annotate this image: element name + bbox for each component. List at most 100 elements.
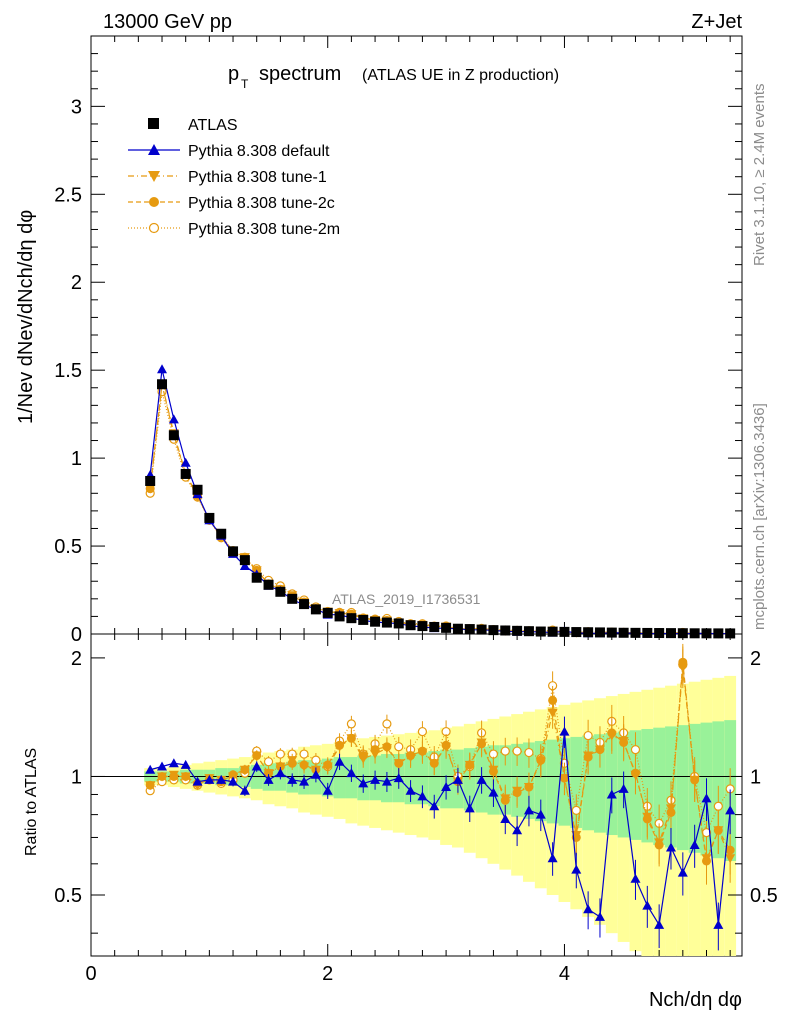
plot-title: p T spectrum (ATLAS UE in Z production) xyxy=(228,63,559,91)
ratio-point-default xyxy=(701,793,712,803)
ratio-point-tune1 xyxy=(263,769,274,779)
ratio-point-default xyxy=(488,787,499,797)
ratio-point-default xyxy=(535,809,546,819)
ratio-point-tune1 xyxy=(429,759,440,769)
ratio-point-tune1 xyxy=(665,804,676,814)
ratio-point-default xyxy=(547,853,558,863)
ratio-point-default xyxy=(358,778,369,788)
ratio-point-default xyxy=(157,761,168,771)
ratio-point-default xyxy=(405,785,416,795)
y-tick-label: 3 xyxy=(71,96,82,118)
main-point-default xyxy=(180,457,191,467)
ratio-point-tune1 xyxy=(677,663,688,673)
atlas-point xyxy=(251,572,262,583)
ratio-point-tune1 xyxy=(417,748,428,758)
ratio-point-default xyxy=(500,813,511,823)
ratio-point-tune1 xyxy=(145,781,156,791)
ratio-point-default xyxy=(665,842,676,852)
ratio-point-tune1 xyxy=(488,765,499,775)
ratio-point-default xyxy=(452,774,463,784)
ratio-point-default xyxy=(216,774,227,784)
ratio-point-default xyxy=(523,805,534,815)
ratio-point-default xyxy=(275,768,286,778)
ratio-point-tune1 xyxy=(594,745,605,755)
ratio-point-default xyxy=(713,919,724,929)
band-inner xyxy=(594,734,606,833)
legend-label-default: Pythia 8.308 default xyxy=(188,143,330,160)
ratio-point-default xyxy=(606,789,617,799)
atlas-point xyxy=(358,614,369,625)
main-point-default xyxy=(157,364,168,374)
y-tick-label: 1 xyxy=(71,448,82,470)
ratio-point-default xyxy=(299,776,310,786)
ratio-point-default xyxy=(464,803,475,813)
atlas-point xyxy=(689,628,700,639)
ratio-point-default xyxy=(393,773,404,783)
atlas-point xyxy=(476,624,487,635)
x-tick-label: 2 xyxy=(322,963,333,985)
x-axis-label: Nch/dη dφ xyxy=(649,989,742,1011)
ratio-point-default xyxy=(310,769,321,779)
ratio-point-default xyxy=(192,776,203,786)
band-inner xyxy=(546,739,559,824)
legend-marker-atlas xyxy=(148,118,159,129)
ratio-point-tune1 xyxy=(239,765,250,775)
band-inner xyxy=(570,736,583,828)
ratio-point-default xyxy=(642,900,653,910)
ratio-point-default xyxy=(251,761,262,771)
ratio-panel-frame xyxy=(90,633,743,957)
rivet-label: Rivet 3.1.10, ≥ 2.4M events xyxy=(751,84,768,267)
ratio-point-tune1 xyxy=(559,774,570,784)
legend-label-tune1: Pythia 8.308 tune-1 xyxy=(188,169,327,186)
atlas-point xyxy=(381,617,392,628)
ratio-point-default xyxy=(571,864,582,874)
ratio-point-tune1 xyxy=(547,708,558,718)
atlas-point xyxy=(618,627,629,638)
ratio-point-default xyxy=(239,785,250,795)
legend-marker-default xyxy=(148,144,160,155)
ratio-point-default xyxy=(594,911,605,921)
legend: ATLAS Pythia 8.308 default Pythia 8.308 … xyxy=(128,117,340,238)
ratio-point-tune2m xyxy=(346,719,356,729)
ratio-point-default xyxy=(228,776,239,786)
atlas-point xyxy=(559,626,570,637)
y-axis-label: 1/Nev dNev/dNch/dη dφ xyxy=(15,210,37,424)
ratio-point-default xyxy=(346,768,357,778)
ratio-point-tune2m xyxy=(263,757,274,767)
ratio-point-tune1 xyxy=(299,762,310,772)
ratio-point-default xyxy=(429,801,440,811)
ratio-point-tune1 xyxy=(251,751,262,761)
band-inner xyxy=(676,725,689,851)
legend-label-atlas: ATLAS xyxy=(188,117,238,134)
atlas-point xyxy=(677,628,688,639)
ratio-point-tune2m xyxy=(394,742,404,752)
ratio-point-tune2m xyxy=(500,746,510,756)
ratio-point-default xyxy=(512,825,523,835)
atlas-point xyxy=(464,624,475,635)
title-main: p xyxy=(228,63,239,85)
atlas-point xyxy=(512,625,523,636)
ratio-point-default xyxy=(322,785,333,795)
ratio-point-default xyxy=(417,791,428,801)
band-inner xyxy=(641,728,654,843)
ratio-point-default xyxy=(441,782,452,792)
ratio-tick-label: 2 xyxy=(71,648,82,670)
ratio-point-tune1 xyxy=(168,770,179,780)
atlas-point xyxy=(523,626,534,637)
band-inner xyxy=(653,727,666,845)
ratio-point-tune1 xyxy=(606,731,617,741)
ratio-tick-label: 0.5 xyxy=(54,885,82,907)
ratio-point-default xyxy=(559,726,570,736)
atlas-point xyxy=(535,626,546,637)
ratio-point-tune1 xyxy=(689,775,700,785)
ratio-point-tune2m xyxy=(417,726,428,737)
atlas-point xyxy=(630,627,641,638)
ratio-point-tune1 xyxy=(523,783,534,793)
main-point-default xyxy=(168,414,179,424)
ratio-point-default xyxy=(204,774,215,784)
ratio-tick-label: 1 xyxy=(71,766,82,788)
energy-label: 13000 GeV pp xyxy=(103,11,232,33)
legend-marker-tune2m xyxy=(148,222,160,234)
atlas-point xyxy=(334,611,345,622)
